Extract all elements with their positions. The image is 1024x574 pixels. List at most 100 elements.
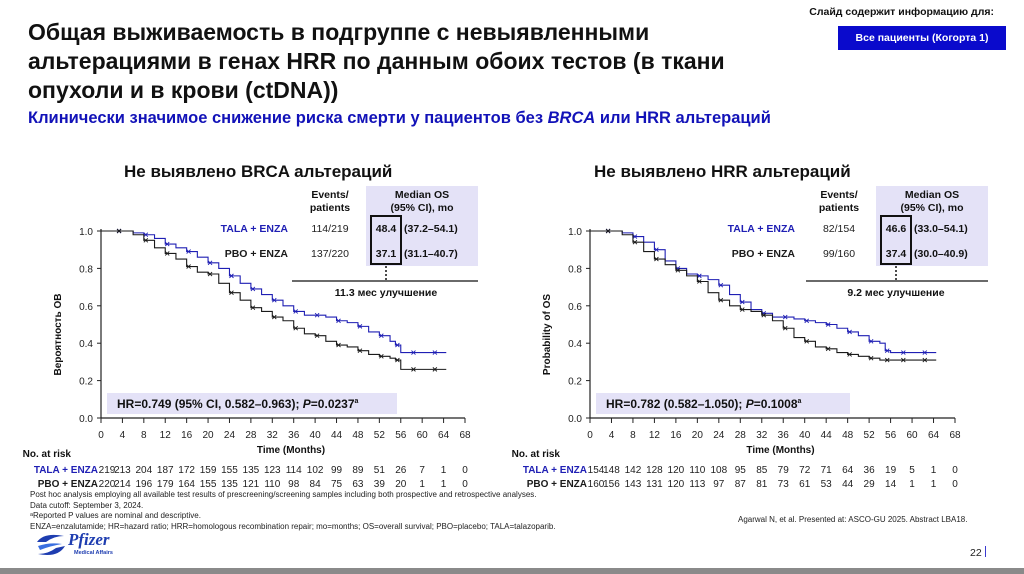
arm-median: 48.4 [376,223,397,235]
at-risk-value: 135 [221,479,238,490]
at-risk-value: 219 [99,465,116,476]
x-tick-label: 52 [864,430,876,441]
x-tick-label: 48 [352,430,364,441]
arm-events: 82/154 [823,223,855,235]
censor-mark [293,325,299,331]
at-risk-value: 20 [395,479,407,490]
logo-text: Pfizer [68,530,110,549]
x-tick-label: 56 [395,430,407,441]
arm-ci: (30.0–40.9) [914,248,968,260]
x-tick-label: 68 [949,430,961,441]
x-tick-label: 44 [331,430,343,441]
x-tick-label: 20 [202,430,214,441]
at-risk-value: 160 [588,479,605,490]
censor-mark [164,251,170,256]
arm-events: 99/160 [823,248,855,260]
tala-enza-curve [590,230,937,354]
x-tick-label: 0 [587,430,593,441]
at-risk-value: 7 [419,465,425,476]
median-box [370,215,402,265]
at-risk-value: 0 [952,479,958,490]
at-risk-value: 142 [625,465,642,476]
x-tick-label: 32 [756,430,768,441]
at-risk-value: 155 [221,465,238,476]
censor-mark [395,342,400,348]
censor-mark [186,264,191,269]
x-tick-label: 36 [778,430,790,441]
patients-header: patients [819,202,859,214]
censor-mark [739,307,745,312]
at-risk-value: 5 [909,465,915,476]
at-risk-arm: TALA + ENZA [34,465,98,476]
at-risk-value: 73 [778,479,790,490]
improvement-label: 9.2 мес улучшение [847,287,944,299]
at-risk-value: 135 [243,465,260,476]
page-number-value: 22 [970,547,982,559]
median-os-header: Median OS [395,189,449,201]
at-risk-value: 85 [756,465,768,476]
censor-mark [314,312,320,318]
censor-mark [654,256,659,262]
subtitle-italic: BRCA [547,109,596,127]
at-risk-value: 0 [462,465,468,476]
at-risk-value: 179 [157,479,174,490]
censor-mark [143,232,149,238]
at-risk-value: 72 [799,465,811,476]
censor-mark [605,228,611,234]
at-risk-value: 19 [885,465,897,476]
censor-mark [271,314,277,320]
y-tick-label: 1.0 [568,227,582,238]
hr-box [596,393,850,414]
panel-left-title: Не выявлено BRCA альтераций [124,162,393,181]
x-tick-label: 40 [310,430,322,441]
censor-mark [229,290,234,296]
y-tick-label: 0.4 [568,339,582,350]
median-os-highlight [366,186,478,266]
arm-ci: (31.1–40.7) [404,248,458,260]
pfizer-swirl-icon [37,534,65,555]
at-risk-value: 79 [778,465,790,476]
at-risk-value: 102 [307,465,324,476]
arm-median: 37.4 [886,248,907,260]
at-risk-value: 213 [114,465,131,476]
censor-mark [143,238,149,243]
x-axis-label: Time (Months) [257,445,325,456]
censor-mark [847,352,852,357]
page-divider [984,546,986,557]
hr-text: HR=0.782 (0.582–1.050); P=0.1008a [606,397,802,411]
at-risk-value: 148 [603,465,620,476]
x-tick-label: 64 [928,430,940,441]
at-risk-value: 155 [200,479,217,490]
at-risk-value: 120 [668,479,685,490]
censor-mark [782,325,788,331]
at-risk-value: 1 [931,479,937,490]
hr-box [107,393,397,414]
y-tick-label: 0.2 [568,377,582,388]
censor-mark [632,234,638,239]
at-risk-value: 123 [264,465,281,476]
x-tick-label: 16 [181,430,193,441]
arm-median: 46.6 [886,223,907,235]
at-risk-arm: PBO + ENZA [527,479,587,490]
y-axis-label: Probability of OS [542,294,553,375]
x-tick-label: 52 [374,430,386,441]
arm-ci: (37.2–54.1) [404,223,458,235]
censor-mark [825,322,831,327]
at-risk-value: 114 [286,465,302,476]
median-os-header: Median OS [905,189,959,201]
at-risk-value: 53 [821,479,833,490]
censor-mark [884,348,890,353]
censor-mark [901,357,906,363]
slide-subtitle: Клинически значимое снижение риска смерт… [28,108,808,129]
x-tick-label: 36 [288,430,300,441]
at-risk-value: 29 [864,479,876,490]
x-tick-label: 24 [224,430,236,441]
at-risk-value: 110 [264,479,280,490]
y-tick-label: 0.6 [79,302,93,313]
at-risk-value: 97 [713,479,725,490]
at-risk-label: No. at risk [512,449,561,460]
censor-mark [250,286,256,292]
at-risk-value: 1 [441,479,447,490]
censor-mark [697,273,702,279]
